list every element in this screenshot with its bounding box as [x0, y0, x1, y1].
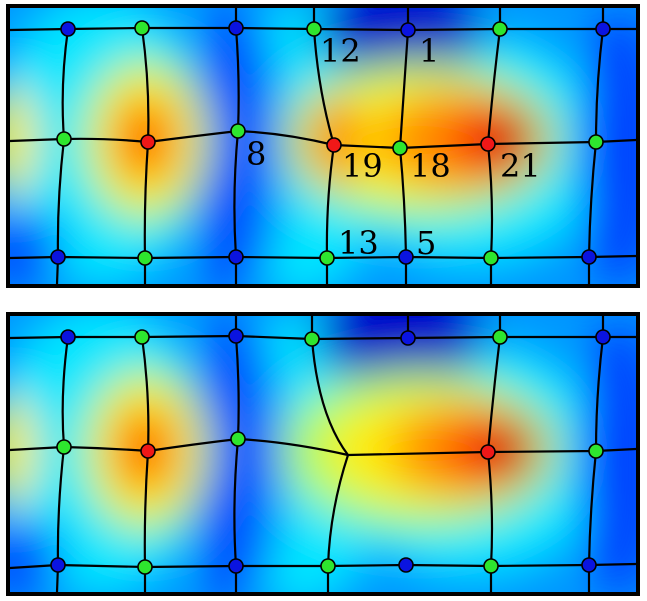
mesh-node: [326, 137, 342, 153]
mesh-node: [588, 134, 604, 150]
mesh-node: [483, 250, 499, 266]
node-label-8: 8: [246, 135, 266, 173]
mesh-node: [137, 250, 153, 266]
mesh-node: [492, 21, 508, 37]
mesh-node: [50, 249, 66, 265]
mesh-node: [400, 22, 416, 38]
mesh-node: [228, 558, 244, 574]
panel-top: 12 1 8 19 18 21 13 5: [6, 4, 640, 288]
mesh-node: [319, 250, 335, 266]
mesh-node: [60, 329, 76, 345]
mesh-node: [320, 558, 336, 574]
mesh-node: [56, 439, 72, 455]
heatmap-bottom: [10, 316, 636, 592]
panel-bottom: [6, 312, 640, 596]
mesh-node: [60, 21, 76, 37]
node-label-21: 21: [500, 147, 541, 185]
mesh-node: [581, 557, 597, 573]
mesh-node: [140, 443, 156, 459]
panel-frame-bottom: [6, 312, 640, 596]
mesh-node: [230, 431, 246, 447]
node-label-13: 13: [338, 224, 379, 262]
mesh-node: [228, 249, 244, 265]
mesh-node: [304, 331, 320, 347]
node-label-18: 18: [410, 147, 451, 185]
mesh-node: [480, 136, 496, 152]
mesh-node: [50, 557, 66, 573]
node-label-12: 12: [320, 32, 361, 70]
mesh-node: [595, 329, 611, 345]
mesh-nodes-top: [50, 20, 611, 266]
mesh-node: [134, 20, 150, 36]
mesh-node: [134, 329, 150, 345]
node-labels-top: 12 1 8 19 18 21 13 5: [246, 32, 541, 262]
mesh-node: [398, 557, 414, 573]
mesh-node: [581, 249, 597, 265]
mesh-node: [230, 123, 246, 139]
mesh-node: [480, 444, 496, 460]
node-label-1: 1: [419, 32, 439, 70]
mesh-nodes-bottom: [50, 328, 611, 575]
mesh-node: [140, 134, 156, 150]
mesh-node: [137, 559, 153, 575]
mesh-node: [228, 20, 244, 36]
node-label-19: 19: [342, 147, 383, 185]
mesh-node: [588, 443, 604, 459]
mesh-node: [56, 131, 72, 147]
mesh-node: [306, 21, 322, 37]
mesh-node: [483, 558, 499, 574]
mesh-node: [392, 140, 408, 156]
mesh-node: [492, 329, 508, 345]
mesh-node: [398, 249, 414, 265]
mesh-node: [228, 328, 244, 344]
panel-frame-top: [6, 4, 640, 288]
node-label-5: 5: [416, 224, 436, 262]
mesh-node: [400, 330, 416, 346]
mesh-node: [595, 21, 611, 37]
